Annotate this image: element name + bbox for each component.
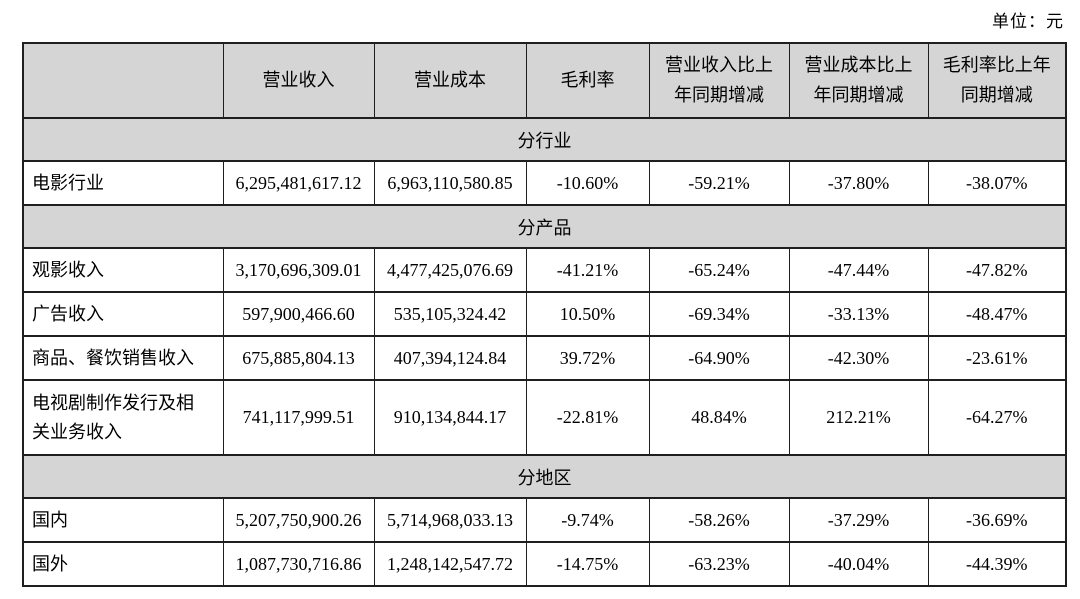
cost-yoy-value: -37.80% [788, 160, 929, 206]
header-revenue-yoy: 营业收入比上 年同期增减 [648, 42, 790, 119]
cost-value: 5,714,968,033.13 [373, 497, 527, 543]
section-header-by-industry: 分行业 [22, 117, 1067, 162]
revenue-yoy-value: -69.34% [648, 291, 790, 337]
section-header-by-product: 分产品 [22, 204, 1067, 249]
cost-yoy-value: -37.29% [788, 497, 929, 543]
row-label: 观影收入 [22, 247, 224, 293]
table-row-advertising-revenue: 广告收入 597,900,466.60 535,105,324.42 10.50… [22, 291, 1067, 337]
table-header-row: 营业收入 营业成本 毛利率 营业收入比上 年同期增减 营业成本比上 年同期增减 … [22, 42, 1067, 119]
revenue-value: 597,900,466.60 [222, 291, 375, 337]
cost-value: 6,963,110,580.85 [373, 160, 527, 206]
header-corner-cell [22, 42, 224, 119]
revenue-value: 6,295,481,617.12 [222, 160, 375, 206]
revenue-yoy-value: -64.90% [648, 335, 790, 381]
margin-yoy-value: -44.39% [927, 541, 1067, 587]
margin-value: -22.81% [525, 379, 650, 456]
margin-yoy-value: -48.47% [927, 291, 1067, 337]
cost-yoy-value: -40.04% [788, 541, 929, 587]
revenue-yoy-value: -63.23% [648, 541, 790, 587]
cost-yoy-value: 212.21% [788, 379, 929, 456]
margin-value: 10.50% [525, 291, 650, 337]
table-row-overseas: 国外 1,087,730,716.86 1,248,142,547.72 -14… [22, 541, 1067, 587]
margin-value: 39.72% [525, 335, 650, 381]
cost-yoy-value: -42.30% [788, 335, 929, 381]
revenue-value: 5,207,750,900.26 [222, 497, 375, 543]
margin-value: -41.21% [525, 247, 650, 293]
cost-value: 535,105,324.42 [373, 291, 527, 337]
row-label: 广告收入 [22, 291, 224, 337]
revenue-yoy-value: -59.21% [648, 160, 790, 206]
revenue-value: 675,885,804.13 [222, 335, 375, 381]
margin-yoy-value: -38.07% [927, 160, 1067, 206]
section-title: 分地区 [22, 454, 1067, 499]
row-label: 电影行业 [22, 160, 224, 206]
cost-yoy-value: -47.44% [788, 247, 929, 293]
margin-yoy-value: -47.82% [927, 247, 1067, 293]
section-title: 分产品 [22, 204, 1067, 249]
table-row-domestic: 国内 5,207,750,900.26 5,714,968,033.13 -9.… [22, 497, 1067, 543]
section-header-by-region: 分地区 [22, 454, 1067, 499]
revenue-value: 3,170,696,309.01 [222, 247, 375, 293]
header-revenue: 营业收入 [222, 42, 375, 119]
header-cost-yoy: 营业成本比上 年同期增减 [788, 42, 929, 119]
margin-yoy-value: -64.27% [927, 379, 1067, 456]
row-label: 国外 [22, 541, 224, 587]
header-margin: 毛利率 [525, 42, 650, 119]
table-row-viewing-revenue: 观影收入 3,170,696,309.01 4,477,425,076.69 -… [22, 247, 1067, 293]
cost-value: 4,477,425,076.69 [373, 247, 527, 293]
section-title: 分行业 [22, 117, 1067, 162]
revenue-value: 1,087,730,716.86 [222, 541, 375, 587]
margin-yoy-value: -36.69% [927, 497, 1067, 543]
row-label: 商品、餐饮销售收入 [22, 335, 224, 381]
revenue-value: 741,117,999.51 [222, 379, 375, 456]
header-cost: 营业成本 [373, 42, 527, 119]
unit-label: 单位：元 [992, 12, 1064, 31]
margin-yoy-value: -23.61% [927, 335, 1067, 381]
revenue-yoy-value: -65.24% [648, 247, 790, 293]
cost-value: 407,394,124.84 [373, 335, 527, 381]
row-label: 国内 [22, 497, 224, 543]
cost-value: 910,134,844.17 [373, 379, 527, 456]
table-row-goods-catering-revenue: 商品、餐饮销售收入 675,885,804.13 407,394,124.84 … [22, 335, 1067, 381]
margin-value: -14.75% [525, 541, 650, 587]
revenue-yoy-value: 48.84% [648, 379, 790, 456]
margin-value: -10.60% [525, 160, 650, 206]
row-label: 电视剧制作发行及相 关业务收入 [22, 379, 224, 456]
margin-value: -9.74% [525, 497, 650, 543]
revenue-yoy-value: -58.26% [648, 497, 790, 543]
table-row-film-industry: 电影行业 6,295,481,617.12 6,963,110,580.85 -… [22, 160, 1067, 206]
cost-yoy-value: -33.13% [788, 291, 929, 337]
financial-table: 营业收入 营业成本 毛利率 营业收入比上 年同期增减 营业成本比上 年同期增减 … [22, 42, 1067, 587]
cost-value: 1,248,142,547.72 [373, 541, 527, 587]
header-margin-yoy: 毛利率比上年 同期增减 [927, 42, 1067, 119]
table-row-tv-drama-revenue: 电视剧制作发行及相 关业务收入 741,117,999.51 910,134,8… [22, 379, 1067, 456]
